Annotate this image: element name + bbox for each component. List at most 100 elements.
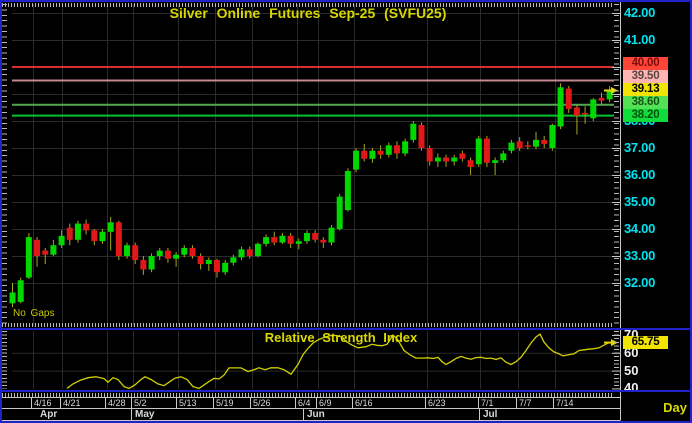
candle-body (238, 249, 245, 258)
candle-body (606, 90, 613, 100)
date-tick-label: 5/2 (134, 398, 147, 408)
candle-body (74, 223, 81, 240)
candle-body (222, 262, 229, 273)
rsi-left-tick-ruler (2, 331, 7, 389)
candle-body (254, 243, 261, 256)
price-tick-label: 33.00 (624, 248, 656, 263)
month-label: Jun (307, 409, 325, 420)
time-axis-tick-ruler (2, 393, 614, 397)
candle-body (565, 88, 572, 109)
candle-body (557, 87, 564, 127)
candle-body (17, 280, 24, 302)
candle-body (197, 256, 204, 265)
rsi-bottom-separator (0, 390, 692, 392)
candle-body (99, 231, 106, 242)
candle-body (402, 141, 409, 154)
candle-body (140, 260, 147, 270)
candle-body (181, 247, 188, 255)
candle-body (58, 235, 65, 246)
candle-body (66, 227, 73, 240)
candle-body (164, 250, 171, 259)
candle-body (287, 235, 294, 244)
candle-body (124, 245, 131, 256)
candle-body (295, 241, 302, 244)
main-bottom-tick-ruler (2, 323, 614, 327)
price-tick-label: 37.00 (624, 140, 656, 155)
date-tick-label: 5/26 (253, 398, 271, 408)
price-tick-label: 35.00 (624, 194, 656, 209)
candle-body (573, 107, 580, 116)
candle-body (303, 233, 310, 242)
price-level-label-38.20: 38.20 (623, 109, 668, 123)
candle-body (50, 245, 57, 255)
candle-body (443, 157, 450, 162)
candle-body (353, 150, 360, 170)
candle-body (590, 99, 597, 119)
candle-body (541, 139, 548, 144)
date-tick-label: 4/28 (108, 398, 126, 408)
rsi-title: Relative Strength Index (264, 330, 418, 345)
candle-body (344, 171, 351, 211)
price-axis-minor-ticks (614, 4, 619, 326)
candle-body (549, 125, 556, 148)
time-axis[interactable] (2, 392, 618, 420)
candle-body (107, 222, 114, 232)
candle-body (214, 260, 220, 273)
candle-body (393, 145, 400, 154)
candle-body (115, 222, 122, 257)
candle-body (533, 139, 540, 147)
candle-body (361, 150, 368, 159)
date-tick-label: 5/13 (179, 398, 197, 408)
price-tick-label: 34.00 (624, 221, 656, 236)
rsi-tick-label: 50 (624, 362, 639, 378)
candle-body (189, 247, 196, 256)
date-tick-label: 7/7 (519, 398, 532, 408)
price-tick-label: 36.00 (624, 167, 656, 182)
candle-body (500, 153, 507, 161)
candle-body (582, 112, 589, 115)
chart-title: Silver Online Futures Sep-25 (SVFU25) (169, 5, 447, 21)
candle-body (410, 123, 417, 140)
month-label: Apr (40, 409, 58, 420)
price-tick-label: 42.00 (624, 5, 656, 20)
candle-body (598, 98, 605, 101)
candle-body (483, 138, 490, 163)
candle-body (508, 142, 515, 151)
vertical-gridlines (33, 4, 556, 389)
candle-body (91, 230, 98, 242)
price-tick-label: 41.00 (624, 32, 656, 47)
candle-body (475, 138, 482, 165)
candle-body (42, 250, 49, 255)
date-tick-label: 5/19 (216, 398, 234, 408)
candle-body (328, 227, 335, 243)
candle-body (377, 150, 384, 155)
candle-body (9, 292, 16, 304)
candlestick-series (9, 83, 613, 308)
price-tick-label: 32.00 (624, 275, 656, 290)
candle-body (426, 148, 433, 162)
candle-body (467, 160, 474, 167)
date-tick-label: 7/1 (481, 398, 494, 408)
candle-body (320, 239, 327, 243)
panel-separator (0, 328, 692, 330)
last-price-label: 39.13 (623, 83, 668, 97)
date-tick-label: 4/21 (63, 398, 81, 408)
timeframe-label[interactable]: Day (663, 400, 687, 415)
candle-body (246, 249, 253, 257)
date-tick-label: 6/9 (319, 398, 332, 408)
candle-body (271, 237, 278, 243)
candle-body (385, 145, 392, 155)
price-level-label-39.50: 39.50 (623, 70, 668, 84)
rsi-axis-minor-ticks (614, 331, 619, 389)
candle-body (132, 245, 139, 260)
date-tick-label: 6/16 (355, 398, 373, 408)
rsi-line (66, 333, 610, 390)
candle-body (451, 157, 458, 162)
price-axis[interactable] (612, 2, 690, 390)
candle-body (263, 237, 270, 244)
candle-body (25, 237, 32, 278)
date-tick-label: 7/14 (556, 398, 574, 408)
candle-body (230, 257, 237, 263)
